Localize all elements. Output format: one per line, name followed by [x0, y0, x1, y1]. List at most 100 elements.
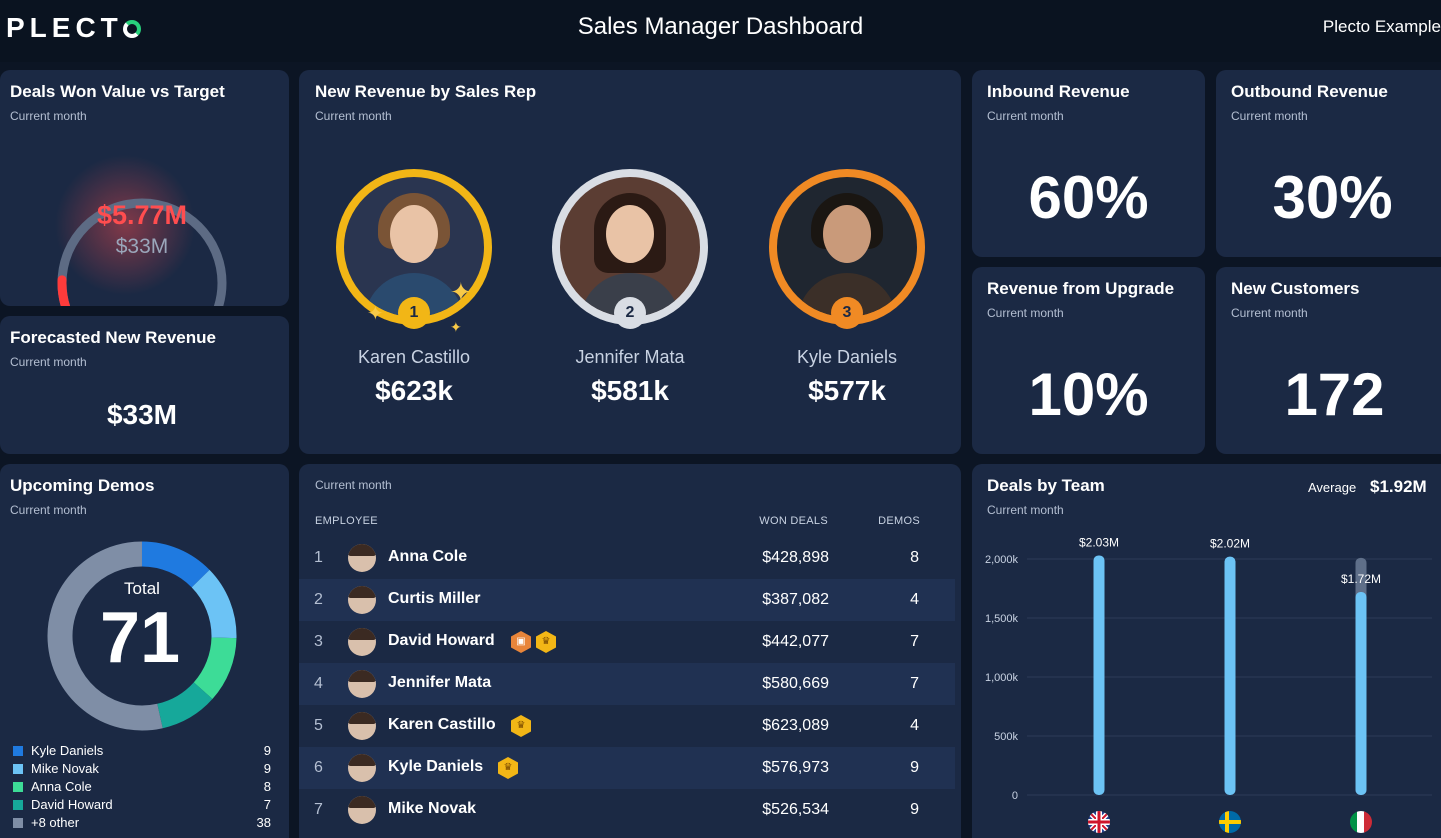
- card-title: Outbound Revenue: [1231, 82, 1388, 101]
- card-subtitle: Current month: [10, 355, 87, 369]
- leader-value: $623k: [375, 375, 453, 406]
- donut-slice: [193, 637, 237, 700]
- demos-value: 9: [910, 759, 919, 776]
- column-header-employee[interactable]: EMPLOYEE: [315, 515, 378, 527]
- donut-slice: [191, 569, 237, 639]
- legend-name: Kyle Daniels: [31, 743, 104, 758]
- new-customers-card[interactable]: New Customers Current month 172: [1216, 267, 1441, 454]
- row-rank: 5: [314, 717, 323, 734]
- card-title: Inbound Revenue: [987, 82, 1130, 101]
- avatar-ring: [336, 169, 492, 325]
- table-row[interactable]: 2 Curtis Miller $387,082 4: [299, 579, 955, 621]
- leader-name: Kyle Daniels: [796, 347, 898, 367]
- y-tick-label: 2,000k: [985, 554, 1019, 566]
- rank-badge: 2: [614, 297, 646, 329]
- employee-name: Jennifer Mata: [388, 674, 492, 691]
- sparkle-icon: ✦: [367, 303, 384, 325]
- row-rank: 3: [314, 633, 323, 650]
- sparkle-icon: ✦: [450, 319, 462, 335]
- gold-trophy-icon: ♛: [511, 715, 531, 737]
- rank-badge: 1: [398, 297, 430, 329]
- deals-by-team-card[interactable]: Deals by Team Current month Average $1.9…: [972, 464, 1441, 838]
- card-title: New Revenue by Sales Rep: [315, 82, 537, 101]
- deals-won-card[interactable]: Deals Won Value vs Target Current month …: [0, 70, 289, 306]
- outbound-revenue-card[interactable]: Outbound Revenue Current month 30%: [1216, 70, 1441, 257]
- card-subtitle: Current month: [315, 478, 392, 492]
- table-row[interactable]: 6 Kyle Daniels ♛ $576,973 9: [299, 747, 955, 789]
- revenue-by-rep-card[interactable]: New Revenue by Sales Rep Current month 1…: [299, 70, 961, 454]
- card-title: Deals by Team: [987, 476, 1105, 495]
- forecast-card[interactable]: Forecasted New Revenue Current month $33…: [0, 316, 289, 454]
- leader-value: $581k: [591, 375, 669, 406]
- employee-name: Karen Castillo: [388, 716, 496, 733]
- upgrade-revenue-card[interactable]: Revenue from Upgrade Current month 10%: [972, 267, 1205, 454]
- card-subtitle: Current month: [1231, 306, 1308, 320]
- won-deals-value: $387,082: [762, 591, 829, 608]
- legend-item[interactable]: David Howard 7: [13, 796, 271, 814]
- row-rank: 2: [314, 591, 323, 608]
- donut-total-label: Total: [124, 579, 160, 598]
- bar-data-label: $1.72M: [1341, 572, 1381, 586]
- avatar: [348, 796, 376, 824]
- bar: [1093, 555, 1105, 795]
- gauge-value: $5.77M: [96, 200, 188, 230]
- avatar: [348, 670, 376, 698]
- kpi-value: 172: [1284, 361, 1385, 428]
- avatar: [344, 177, 484, 317]
- column-header-won-deals[interactable]: WON DEALS: [759, 515, 828, 527]
- avatar: [348, 754, 376, 782]
- row-rank: 1: [314, 549, 323, 566]
- table-row[interactable]: 4 Jennifer Mata $580,669 7: [299, 663, 955, 705]
- row-rank: 7: [314, 801, 323, 818]
- avatar: [348, 712, 376, 740]
- demos-value: 8: [910, 549, 919, 566]
- leader-name: Karen Castillo: [357, 347, 471, 367]
- card-title: Revenue from Upgrade: [987, 279, 1175, 298]
- account-name[interactable]: Plecto Example: [1322, 17, 1441, 36]
- column-header-demos[interactable]: DEMOS: [878, 515, 920, 527]
- donut-slice: [47, 541, 163, 731]
- gold-trophy-icon: ♛: [498, 757, 518, 779]
- legend-value: 9: [263, 743, 271, 758]
- avatar: [348, 544, 376, 572]
- donut-slice: [156, 681, 213, 729]
- y-tick-label: 1,000k: [985, 672, 1019, 684]
- demos-value: 7: [910, 633, 919, 650]
- table-row[interactable]: 5 Karen Castillo ♛ $623,089 4: [299, 705, 955, 747]
- uk-flag-icon: [1088, 811, 1110, 833]
- card-subtitle: Current month: [315, 109, 392, 123]
- card-subtitle: Current month: [10, 109, 87, 123]
- avatar: [560, 177, 700, 317]
- employee-name: Mike Novak: [388, 800, 477, 817]
- inbound-revenue-card[interactable]: Inbound Revenue Current month 60%: [972, 70, 1205, 257]
- donut-total-value: 71: [99, 598, 181, 678]
- leaderboard-card[interactable]: Current month EMPLOYEE WON DEALS DEMOS 1…: [299, 464, 961, 838]
- gauge-glow: [55, 155, 195, 295]
- dashboard-title: Sales Manager Dashboard: [577, 13, 864, 40]
- upcoming-demos-card[interactable]: Upcoming Demos Current month Total 71 Ky…: [0, 464, 289, 838]
- card-subtitle: Current month: [10, 503, 87, 517]
- legend-item[interactable]: Anna Cole 8: [13, 778, 271, 796]
- legend-name: Anna Cole: [31, 779, 92, 794]
- kpi-value: 30%: [1272, 164, 1393, 231]
- legend-value: 8: [263, 779, 271, 794]
- legend-swatch: [13, 800, 23, 810]
- legend-name: +8 other: [31, 815, 80, 830]
- card-title: Deals Won Value vs Target: [10, 82, 225, 101]
- table-row[interactable]: 1 Anna Cole $428,898 8: [299, 537, 955, 579]
- avatar: [777, 177, 917, 317]
- orange-medal-icon: ▣: [511, 631, 531, 653]
- plecto-logo[interactable]: PLECT: [6, 12, 141, 44]
- kpi-value: 10%: [1028, 361, 1149, 428]
- employee-name: Anna Cole: [388, 548, 468, 565]
- legend-item[interactable]: Mike Novak 9: [13, 760, 271, 778]
- table-row[interactable]: 3 David Howard ▣ ♛ $442,077 7: [299, 621, 955, 663]
- legend-item[interactable]: Kyle Daniels 9: [13, 742, 271, 760]
- won-deals-value: $623,089: [762, 717, 829, 734]
- leader-name: Jennifer Mata: [575, 347, 685, 367]
- employee-name: Kyle Daniels: [388, 758, 484, 775]
- legend-item[interactable]: +8 other 38: [13, 814, 271, 832]
- table-row[interactable]: 7 Mike Novak $526,534 9: [299, 789, 955, 831]
- employee-name: Curtis Miller: [388, 590, 481, 607]
- employee-name: David Howard: [388, 632, 495, 649]
